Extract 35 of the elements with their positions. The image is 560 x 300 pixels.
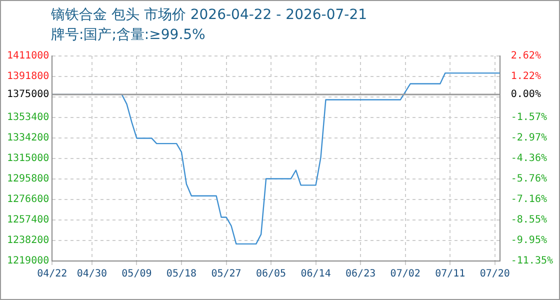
x-tick-label: 05/27 — [211, 268, 242, 280]
x-tick-label: 05/09 — [122, 268, 152, 280]
y2-tick-label: -5.76% — [510, 174, 547, 185]
x-tick-label: 05/18 — [166, 268, 197, 280]
y2-tick-label: -8.55% — [510, 214, 547, 226]
y-tick-label: 1295800 — [6, 174, 50, 185]
x-tick-label: 06/14 — [300, 268, 331, 280]
x-tick-label: 06/05 — [256, 268, 286, 280]
chart-title: 镝铁合金 包头 市场价 2026-04-22 - 2026-07-21 — [51, 6, 368, 25]
y2-tick-label: 2.62% — [510, 50, 541, 62]
y2-tick-label: -2.97% — [510, 132, 547, 144]
y-tick-label: 1238200 — [6, 235, 50, 246]
y-tick-label: 1276600 — [6, 194, 50, 206]
y-tick-label: 1257400 — [6, 214, 50, 226]
y2-tick-label: -7.16% — [510, 194, 547, 206]
y2-tick-label: -4.36% — [510, 153, 547, 164]
y2-tick-label: 1.22% — [510, 71, 541, 82]
y2-tick-label: -11.35% — [510, 256, 554, 267]
y-tick-label: 1353400 — [6, 112, 50, 124]
y-tick-label: 1219000 — [6, 256, 50, 267]
x-tick-label: 04/30 — [76, 268, 107, 280]
x-tick-label: 07/11 — [435, 268, 466, 280]
x-tick-label: 07/20 — [480, 268, 510, 280]
x-tick-label: 07/02 — [390, 268, 420, 280]
y2-tick-label: 0.00% — [510, 89, 541, 100]
y2-tick-label: -9.95% — [510, 235, 547, 246]
y-tick-label: 1411000 — [6, 50, 50, 62]
y-tick-label: 1391800 — [6, 71, 50, 82]
y-tick-label: 1315000 — [6, 153, 50, 164]
chart-subtitle: 牌号:国产;含量:≥99.5% — [51, 26, 206, 45]
y-tick-label: 1334200 — [6, 132, 50, 144]
y2-tick-label: -1.57% — [510, 112, 547, 124]
x-tick-label: 06/23 — [346, 268, 376, 280]
x-tick-label: 04/22 — [37, 268, 68, 280]
y-tick-label: 1375000 — [6, 89, 50, 100]
